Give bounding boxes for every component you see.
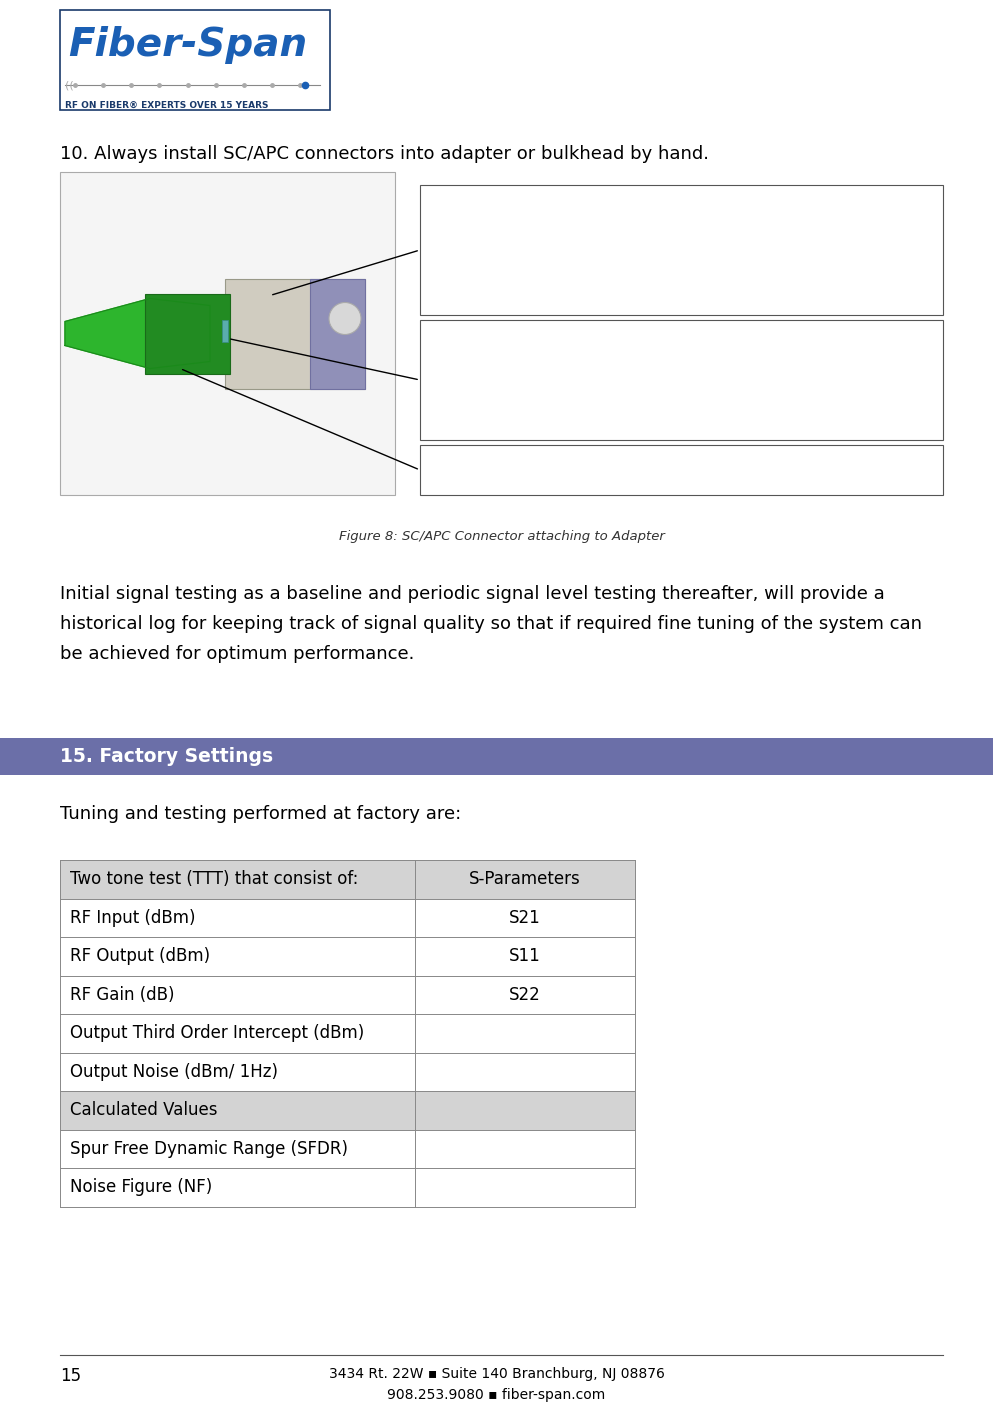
Text: S11: S11 — [509, 947, 541, 965]
Text: Figure 8: SC/APC Connector attaching to Adapter: Figure 8: SC/APC Connector attaching to … — [339, 530, 664, 542]
Circle shape — [329, 302, 361, 334]
Text: 10. Always install SC/APC connectors into adapter or bulkhead by hand.: 10. Always install SC/APC connectors int… — [60, 145, 709, 163]
Bar — [60, 1092, 635, 1130]
Text: S22: S22 — [509, 986, 541, 1003]
Text: Fiber-Span: Fiber-Span — [68, 27, 307, 65]
Text: Tuning and testing performed at factory are:: Tuning and testing performed at factory … — [60, 805, 462, 823]
Text: RF Output (dBm): RF Output (dBm) — [70, 947, 211, 965]
Bar — [60, 1014, 635, 1052]
Text: Noise Figure (NF): Noise Figure (NF) — [70, 1179, 213, 1196]
Text: RF Gain (dB): RF Gain (dB) — [70, 986, 175, 1003]
Bar — [60, 975, 635, 1014]
Bar — [60, 171, 395, 495]
Text: RF ON FIBER® EXPERTS OVER 15 YEARS: RF ON FIBER® EXPERTS OVER 15 YEARS — [65, 101, 268, 110]
Bar — [60, 860, 635, 899]
Bar — [60, 1052, 635, 1092]
Text: Output Third Order Intercept (dBm): Output Third Order Intercept (dBm) — [70, 1024, 364, 1043]
Bar — [60, 937, 635, 975]
Text: Always insert by hand: Always insert by hand — [432, 452, 570, 466]
Bar — [0, 738, 993, 776]
Text: RF Input (dBm): RF Input (dBm) — [70, 909, 196, 927]
Text: 3434 Rt. 22W ▪ Suite 140 Branchburg, NJ 08876
908.253.9080 ▪ fiber-span.com: 3434 Rt. 22W ▪ Suite 140 Branchburg, NJ … — [329, 1367, 664, 1402]
FancyBboxPatch shape — [225, 278, 365, 389]
Bar — [60, 1168, 635, 1207]
FancyBboxPatch shape — [145, 294, 230, 374]
Bar — [60, 899, 635, 937]
Bar — [60, 1130, 635, 1168]
Text: Spur Free Dynamic Range (SFDR): Spur Free Dynamic Range (SFDR) — [70, 1139, 348, 1158]
Text: S-Parameters: S-Parameters — [469, 870, 581, 888]
Polygon shape — [65, 298, 210, 368]
Text: Two tone test (TTT) that consist of:: Two tone test (TTT) that consist of: — [70, 870, 358, 888]
Text: After key is aligned, push
connector into adapter or
bulkhead: After key is aligned, push connector int… — [432, 330, 593, 386]
Text: 15: 15 — [60, 1367, 81, 1385]
FancyBboxPatch shape — [310, 278, 365, 389]
Bar — [420, 320, 943, 440]
Text: Calculated Values: Calculated Values — [70, 1102, 217, 1120]
Bar — [222, 319, 228, 341]
Text: Initial signal testing as a baseline and periodic signal level testing thereafte: Initial signal testing as a baseline and… — [60, 584, 922, 663]
Bar — [60, 10, 330, 110]
Bar — [420, 185, 943, 315]
Text: S21: S21 — [509, 909, 541, 927]
Text: 15. Factory Settings: 15. Factory Settings — [60, 747, 273, 766]
Text: ((: (( — [65, 80, 73, 90]
Text: Output Noise (dBm/ 1Hz): Output Noise (dBm/ 1Hz) — [70, 1062, 278, 1080]
Text: Assure key (alignment pin) on
connector aligns with notch in
adapter or bulkhead: Assure key (alignment pin) on connector … — [432, 195, 621, 251]
Bar — [420, 445, 943, 495]
